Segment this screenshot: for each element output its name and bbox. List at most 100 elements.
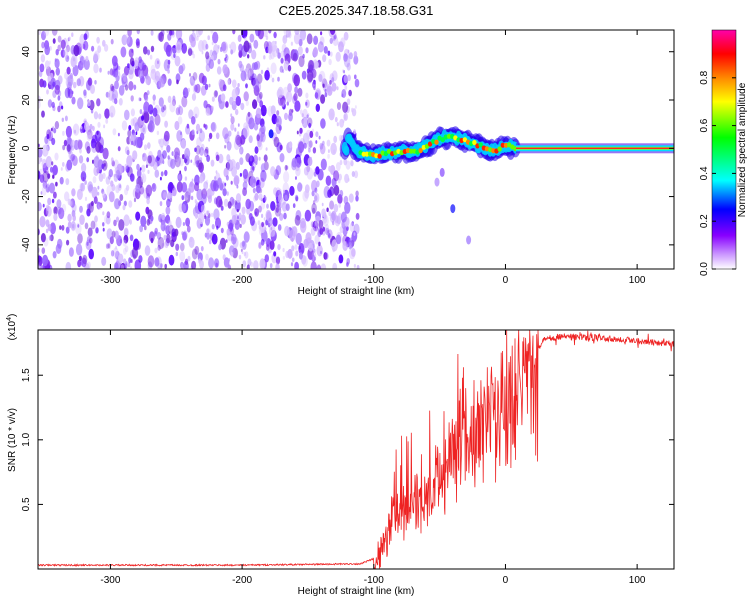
noise-speckle	[87, 181, 93, 192]
noise-speckle	[245, 83, 248, 89]
noise-speckle	[277, 52, 281, 59]
noise-speckle	[125, 165, 130, 173]
noise-speckle	[187, 87, 191, 93]
noise-speckle	[354, 105, 357, 109]
noise-speckle	[187, 188, 192, 196]
noise-speckle	[182, 87, 189, 99]
noise-speckle	[294, 194, 299, 202]
noise-speckle	[176, 181, 183, 193]
spectrogram-x-tick-label: -300	[100, 275, 120, 286]
noise-speckle	[111, 93, 117, 104]
noise-speckle	[114, 230, 119, 240]
noise-speckle	[64, 115, 68, 122]
noise-speckle	[224, 133, 230, 144]
noise-speckle	[141, 115, 144, 121]
noise-speckle	[110, 250, 115, 257]
noise-speckle	[180, 261, 184, 269]
noise-speckle	[144, 94, 149, 102]
noise-speckle	[66, 136, 72, 146]
noise-speckle	[252, 187, 256, 194]
noise-speckle	[224, 182, 227, 186]
noise-speckle	[242, 260, 247, 268]
noise-speckle	[157, 236, 165, 250]
noise-speckle	[243, 251, 246, 257]
spectrogram-y-tick-label: 0	[21, 145, 32, 151]
signal-peak	[472, 139, 477, 146]
noise-speckle	[253, 61, 258, 71]
noise-speckle	[269, 240, 275, 250]
noise-speckle	[134, 136, 141, 148]
noise-speckle	[118, 98, 123, 106]
snr-panel: -300 -200 -100 0 100 0.5 1.0 1.5 Height of str…	[6, 314, 675, 597]
noise-speckle	[199, 128, 203, 134]
noise-speckle	[159, 176, 162, 181]
noise-speckle	[282, 247, 285, 253]
noise-speckle	[226, 141, 232, 151]
noise-speckle	[329, 200, 335, 210]
noise-speckle	[356, 265, 360, 269]
noise-speckle	[115, 216, 120, 223]
noise-speckle	[238, 43, 243, 53]
snr-y-multiplier-base: (x10	[7, 320, 18, 340]
noise-speckle	[76, 188, 83, 201]
noise-speckle	[258, 91, 263, 100]
noise-speckle	[210, 105, 214, 112]
noise-speckle	[53, 206, 58, 215]
noise-speckle	[139, 167, 142, 171]
noise-speckle	[46, 129, 52, 139]
signal-peak	[446, 133, 452, 139]
stray-blob	[434, 177, 440, 187]
noise-speckle	[150, 64, 156, 74]
noise-speckle	[288, 112, 293, 122]
noise-speckle	[62, 130, 65, 136]
noise-speckle	[222, 84, 227, 92]
carrier-core	[515, 147, 674, 149]
noise-speckle	[297, 87, 303, 97]
noise-speckle	[55, 67, 60, 76]
noise-speckle	[353, 232, 356, 236]
noise-speckle	[47, 173, 51, 179]
noise-speckle	[327, 50, 331, 56]
noise-speckle	[206, 210, 209, 216]
noise-speckle	[94, 130, 102, 142]
noise-speckle	[303, 142, 307, 149]
noise-speckle	[114, 98, 118, 105]
noise-speckle	[295, 176, 297, 180]
noise-speckle	[318, 74, 323, 82]
noise-speckle	[142, 153, 145, 158]
noise-speckle	[134, 122, 140, 132]
noise-speckle	[237, 34, 242, 43]
noise-speckle	[165, 234, 171, 244]
noise-speckle	[111, 55, 118, 67]
noise-speckle	[278, 201, 283, 209]
noise-speckle	[52, 38, 56, 44]
noise-speckle	[315, 140, 318, 144]
noise-speckle	[241, 240, 246, 247]
noise-speckle	[152, 94, 156, 101]
noise-speckle	[162, 150, 167, 159]
noise-speckle	[213, 90, 218, 98]
noise-speckle	[109, 105, 116, 118]
noise-speckle	[312, 128, 314, 133]
noise-speckle	[214, 258, 220, 268]
noise-speckle	[145, 164, 148, 168]
noise-speckle	[164, 263, 167, 269]
noise-speckle	[205, 107, 211, 116]
noise-speckle	[277, 244, 281, 251]
noise-speckle	[201, 50, 204, 55]
noise-speckle	[292, 203, 296, 209]
noise-speckle	[310, 261, 317, 269]
noise-speckle	[128, 69, 134, 80]
noise-speckle	[184, 192, 189, 201]
noise-speckle	[218, 78, 224, 88]
noise-speckle	[153, 78, 156, 83]
noise-speckle	[52, 164, 58, 176]
noise-speckle	[59, 225, 62, 230]
snr-frame	[37, 329, 675, 570]
noise-speckle	[198, 212, 205, 225]
noise-speckle	[192, 72, 198, 81]
noise-speckle	[50, 77, 56, 89]
noise-speckle	[154, 70, 161, 82]
noise-speckle	[194, 84, 198, 93]
noise-speckle	[156, 130, 160, 136]
